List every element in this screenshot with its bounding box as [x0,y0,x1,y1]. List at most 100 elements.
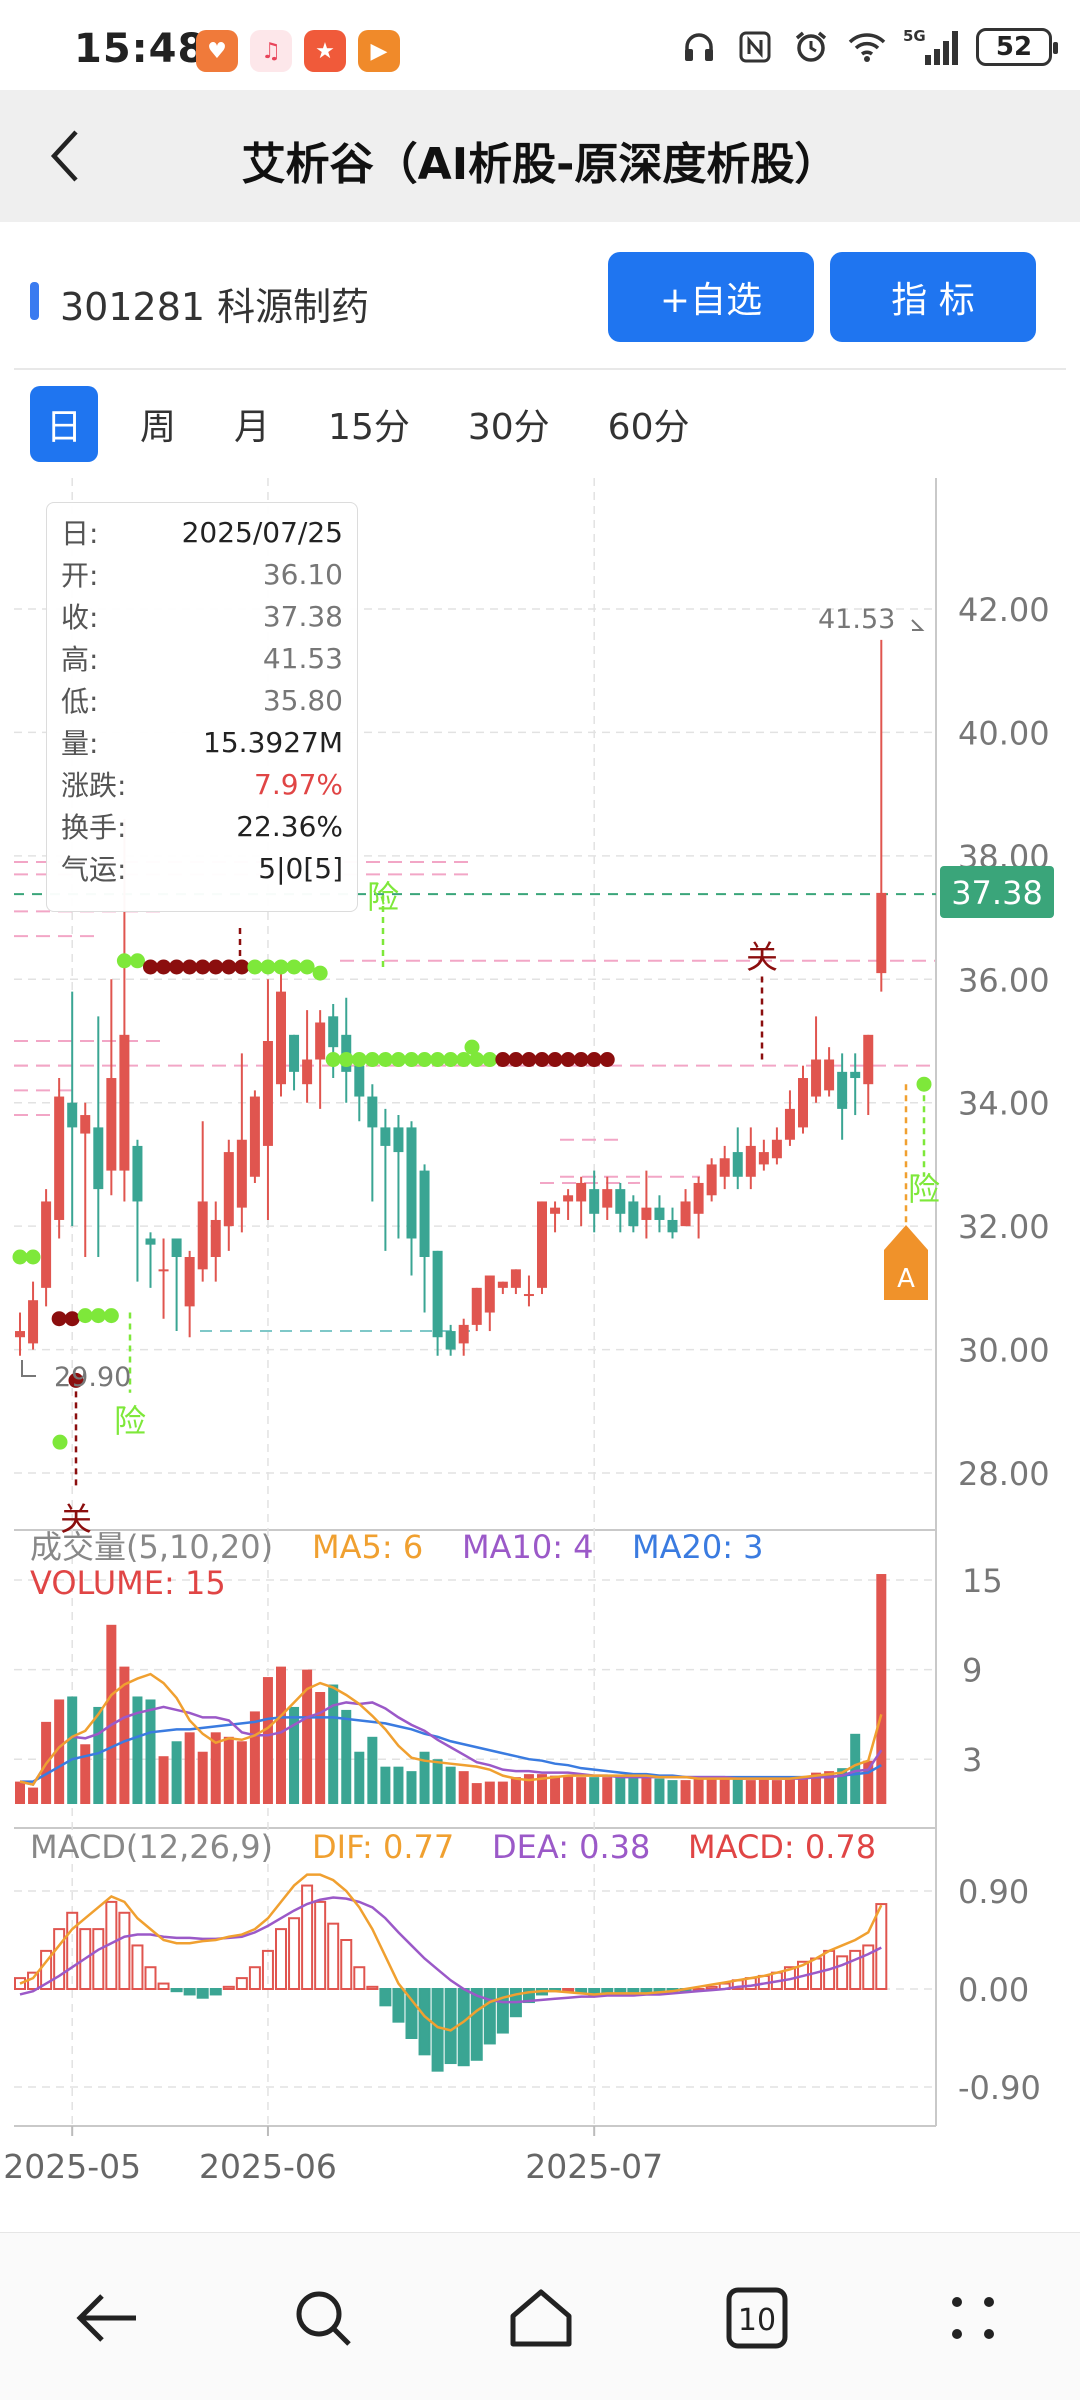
chart-axes: 42.0040.0038.0036.0034.0032.0030.0028.00… [3,591,1049,2186]
macd-tick-label: 0.00 [958,1971,1029,2009]
signal-dot [430,1052,446,1068]
candle [784,1090,795,1146]
signal-dot [404,1052,419,1068]
a-marker-label: A [897,1264,915,1294]
macd-bar [170,1988,183,1993]
volume-bar [432,1759,443,1804]
x-tick-label: 2025-07 [525,2147,663,2186]
candle [171,1238,182,1332]
candle-body [667,1219,678,1233]
candle [523,1275,534,1307]
candle [315,1010,326,1109]
macd-bar [66,1911,79,1991]
volume-legend: 成交量(5,10,20) MA5: 6 MA10: 4 MA20: 3 VOLU… [30,1528,764,1602]
signal-dot [182,959,198,975]
volume-bar [106,1624,117,1804]
dea-line [19,1896,882,2004]
nav-tabs-button[interactable]: 10 [712,2273,802,2363]
macd-bar [183,1988,196,1996]
volume-bar [589,1777,600,1804]
tab-month[interactable]: 月 [234,407,271,448]
candle [732,1127,743,1190]
battery-indicator: 52 [976,28,1058,66]
volume-bar [615,1775,626,1804]
tab-day[interactable]: 日 [30,386,99,462]
candle-body [576,1182,587,1202]
tab-15min[interactable]: 15分 [328,407,410,448]
volume-bar [67,1696,78,1804]
volume-bar [563,1775,574,1804]
current-price-tag: 37.38 [940,866,1054,918]
nav-back-button[interactable] [62,2273,152,2363]
signal-dot [156,959,172,975]
tab-week[interactable]: 周 [140,407,177,448]
macd-bar [261,1949,274,1991]
volume-bar [745,1780,756,1804]
signal-dot [586,1052,602,1068]
nav-menu-button[interactable] [928,2273,1018,2363]
alarm-icon [790,26,832,68]
candle [798,1065,808,1134]
macd-bar [392,1988,405,2023]
candle-body [289,1034,300,1072]
macd-bar [301,1884,314,1990]
signal-xian-label: 险 [114,1402,146,1440]
candle-body [471,1287,482,1325]
tab-60min[interactable]: 60分 [607,407,690,448]
candle [458,1318,469,1356]
volume-bar [654,1778,665,1804]
candle [706,1158,717,1202]
candle-body [484,1275,495,1313]
candle [510,1269,521,1295]
macd-value-label: MACD: 0.78 [688,1828,876,1866]
volume-bar [210,1732,221,1804]
low-arrow-icon [21,1360,36,1377]
signal-5g-icon: 5G [902,26,962,68]
volume-bar [602,1777,613,1804]
candle [93,1016,104,1257]
signal-dot [508,1052,524,1068]
stock-info-row: 301281 科源制药 +自选 指 标 [0,222,1080,370]
candle-body [145,1238,156,1245]
nav-search-button[interactable] [278,2273,368,2363]
candle-body [223,1152,234,1227]
candle [771,1127,782,1165]
add-watchlist-button[interactable]: +自选 [608,252,814,342]
candle [132,1139,143,1282]
indicator-button[interactable]: 指 标 [830,252,1036,342]
macd-tick-label: -0.90 [958,2069,1041,2107]
volume-bar [28,1787,39,1804]
tooltip-turnover: 22.36% [236,809,343,843]
tabs-count-icon: 10 [726,2287,788,2349]
signal-dot [195,959,211,975]
candle [667,1207,678,1239]
candle [341,997,352,1103]
signal-dot [417,1052,433,1068]
candle-body [380,1127,391,1146]
candle [289,1034,300,1091]
signal-dot [456,1052,472,1068]
candle-body [863,1034,874,1085]
tooltip-turnover-label: 换手: [61,811,127,844]
back-button[interactable] [30,120,102,192]
signal-dot [286,959,302,975]
nav-home-button[interactable] [496,2273,586,2363]
volume-bar [876,1574,887,1804]
candle [223,1139,234,1251]
status-bar: 15:48 ♥ ♫ ★ ▶ 5G 52 [0,0,1080,90]
volume-bar [276,1666,286,1804]
candle [654,1195,665,1233]
game-app-icon: ★ [304,30,346,72]
candle [41,1189,52,1307]
volume-bar [341,1709,352,1804]
candle-body [837,1071,848,1109]
candle [249,1090,260,1183]
macd-bar [470,1988,483,2061]
arrow-left-icon [76,2294,136,2342]
tab-30min[interactable]: 30分 [467,407,550,448]
macd-bar [288,1917,301,1990]
signal-dot [68,1372,84,1388]
candle [80,1102,91,1257]
signal-dot [534,1052,550,1068]
